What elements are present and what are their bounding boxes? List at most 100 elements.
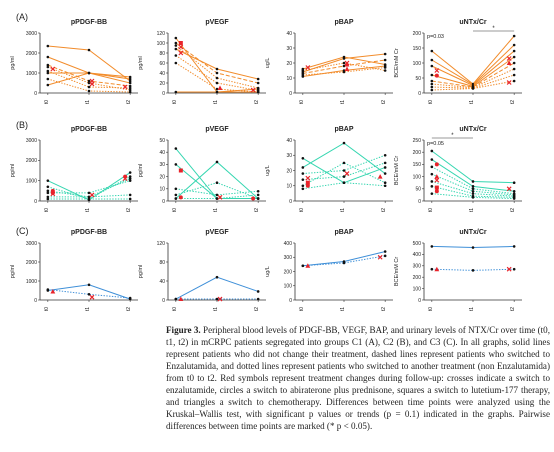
data-point <box>46 65 50 69</box>
row-label-a: (A) <box>16 12 28 22</box>
data-point <box>383 184 387 188</box>
series-line <box>431 50 515 87</box>
data-point <box>430 192 434 195</box>
circle-marker <box>434 189 439 194</box>
data-point <box>512 61 516 65</box>
y-tick-label: 40 <box>159 279 165 285</box>
y-tick-label: 40 <box>159 71 165 77</box>
y-tick-label: 100 <box>284 284 293 290</box>
series-line <box>302 59 386 74</box>
data-point <box>383 172 387 175</box>
panel-c1-4: uNTx/Cr BCE/mM Cr 0 50 100 150 200 t0 t1 t2 p=0.03… <box>394 19 522 104</box>
data-point <box>128 84 132 88</box>
data-point <box>174 197 178 200</box>
y-axis-label: ug/L <box>265 266 271 277</box>
data-point <box>128 86 132 90</box>
data-point <box>46 44 50 48</box>
cross-marker <box>506 186 512 192</box>
data-point <box>512 267 516 271</box>
data-point <box>46 83 50 87</box>
data-point <box>128 296 132 300</box>
data-point <box>430 165 434 169</box>
significance-star: * <box>451 133 454 139</box>
data-point <box>342 55 346 59</box>
data-point <box>256 297 260 301</box>
data-point <box>383 66 387 69</box>
data-point <box>174 47 178 51</box>
data-point <box>174 163 178 166</box>
data-point <box>128 171 132 174</box>
x-tick-label: t1 <box>213 208 219 212</box>
data-point <box>342 70 346 74</box>
data-point <box>87 197 91 201</box>
data-point <box>471 269 475 272</box>
panel-title: pBAP <box>334 126 353 133</box>
panel-title: pVEGF <box>205 126 229 133</box>
data-point <box>174 54 178 57</box>
cross-marker <box>178 50 184 56</box>
y-axis-label: pg/ml <box>10 56 16 69</box>
data-point <box>215 181 219 184</box>
cross-marker <box>217 194 223 200</box>
y-tick-label: 120 <box>157 241 166 247</box>
data-point <box>383 166 387 169</box>
data-point <box>174 61 178 65</box>
data-point <box>512 67 516 71</box>
data-point <box>215 71 219 75</box>
x-tick-label: t1 <box>85 100 91 104</box>
data-point <box>256 90 260 94</box>
data-point <box>342 261 346 265</box>
y-tick-label: 100 <box>413 174 422 180</box>
panel-title: pBAP <box>334 229 353 236</box>
data-point <box>512 181 516 184</box>
data-point <box>301 172 305 175</box>
data-point <box>471 192 475 195</box>
data-point <box>46 185 50 189</box>
data-point <box>46 77 50 81</box>
data-point <box>512 43 516 47</box>
x-tick-label: t0 <box>428 208 434 212</box>
y-tick-label: 10 <box>286 184 292 190</box>
x-tick-label: t2 <box>254 100 260 104</box>
panel-title: uNTx/Cr <box>459 19 487 26</box>
y-tick-label: 0 <box>418 199 421 205</box>
panel-c3-1: pPDGF-BB pg/ml 0 1000 2000 3000 t0 t1 t2 <box>10 229 138 311</box>
x-tick-label: t0 <box>299 307 305 311</box>
data-point <box>256 81 260 85</box>
y-axis-label: ug/L <box>265 58 271 69</box>
series-line <box>431 35 515 85</box>
x-tick-label: t1 <box>469 208 475 212</box>
data-point <box>342 181 346 184</box>
data-point <box>471 189 475 193</box>
cross-marker <box>305 65 311 70</box>
data-point <box>46 55 50 59</box>
x-tick-label: t2 <box>510 100 516 104</box>
data-point <box>128 79 132 83</box>
row-label-c: (C) <box>16 226 29 236</box>
panel-c1-3: pBAP ug/L 0 10 20 30 40 t0 t1 t2 <box>265 19 393 104</box>
data-point <box>128 193 132 197</box>
panel-c3-2: pVEGF pg/ml 0 40 80 120 t0 t1 t2 <box>138 229 266 311</box>
circle-marker <box>178 195 183 200</box>
triangle-marker <box>50 288 56 294</box>
y-tick-label: 300 <box>413 264 422 270</box>
y-tick-label: 30 <box>286 46 292 52</box>
y-tick-label: 20 <box>286 61 292 67</box>
y-tick-label: 2000 <box>26 51 37 57</box>
y-tick-label: 20 <box>159 174 165 180</box>
cross-marker <box>305 175 311 181</box>
y-tick-label: 1000 <box>26 178 37 184</box>
triangle-marker <box>305 263 311 268</box>
x-tick-label: t1 <box>213 100 219 104</box>
y-tick-label: 80 <box>159 260 165 266</box>
y-tick-label: 100 <box>413 286 422 292</box>
cross-marker <box>50 191 56 197</box>
data-point <box>256 197 260 200</box>
y-axis-label: pg/ml <box>10 164 16 177</box>
x-tick-label: t1 <box>469 100 475 104</box>
data-point <box>46 189 50 193</box>
x-tick-label: t2 <box>381 100 387 104</box>
data-point <box>87 195 91 199</box>
data-point <box>471 187 475 191</box>
data-point <box>430 85 434 89</box>
